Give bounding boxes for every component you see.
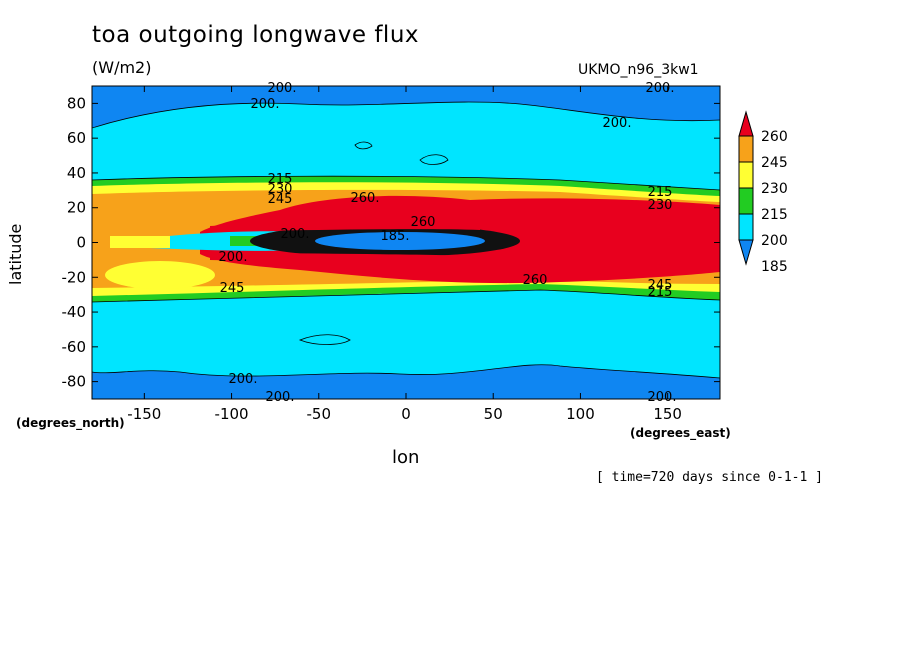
x-tick-label: 150 [653,405,682,423]
contour-label: 200. [229,372,258,387]
contour-label: 245 [648,278,673,293]
y-tick-label: -20 [62,268,87,286]
colorbar-label: 200 [761,233,788,249]
contour-label: 200. [266,390,295,405]
time-note: [ time=720 days since 0-1-1 ] [596,470,823,485]
yellow-blob [105,261,215,289]
colorbar-min-arrow [738,239,754,266]
colorbar-label: 260 [761,129,788,145]
colorbar-label: 230 [761,181,788,197]
equatorial-yellow [110,236,170,248]
colorbar-swatch [738,187,754,215]
model-label: UKMO_n96_3kw1 [578,62,699,78]
contour-label: 260 [411,215,436,230]
contour-label: 215 [268,172,293,187]
x-tick-label: 100 [566,405,595,423]
contour-label: 200. [281,227,310,242]
y-tick-label: 20 [67,199,86,217]
colorbar-swatch [738,161,754,189]
x-tick-label: 0 [401,405,411,423]
contour-label: 260 [523,273,548,288]
y-tick-label: -40 [62,303,87,321]
colorbar-swatch [738,213,754,241]
contour-label: 260. [351,191,380,206]
contour-label: 245 [268,192,293,207]
contour-lines [92,101,720,379]
contour-label: 215 [648,185,673,200]
contour-label: 230 [268,182,293,197]
contour-label: 185. [381,229,410,244]
y-tick-label: 80 [67,94,86,112]
deep-convection [315,232,485,250]
x-tick-label: -100 [215,405,249,423]
contour-label: 200. [219,250,248,265]
core-red-north [210,221,480,232]
contour-label: 200. [268,81,297,96]
y-tick-label: -80 [62,373,87,391]
colorbar-label: 215 [761,207,788,223]
contour-label: 200. [251,97,280,112]
y-tick-label: -60 [62,338,87,356]
y-tick-label: 60 [67,129,86,147]
colorbar-max-arrow [738,110,754,137]
contour-label: 230 [648,198,673,213]
x-tick-label: 50 [484,405,503,423]
x-tick-label: -150 [127,405,161,423]
chart-units: (W/m2) [92,58,152,77]
contour-label: 200. [603,116,632,131]
flux-field [92,86,720,399]
contour-label: 200. [646,81,675,96]
colorbar-swatch [738,135,754,163]
contour-label: 215 [648,285,673,300]
colorbar-label: 245 [761,155,788,171]
y-tick-label: 40 [67,164,86,182]
colorbar-label: 185 [761,259,788,275]
y-unit-label: (degrees_north) [16,416,125,430]
x-axis-label: lon [392,447,420,468]
contour-label: 245 [220,281,245,296]
contour-label: 200. [648,390,677,405]
x-unit-label: (degrees_east) [630,426,731,440]
core-red-south [210,252,480,262]
chart-title: toa outgoing longwave flux [92,22,420,48]
x-tick-label: -50 [307,405,332,423]
y-tick-label: 0 [76,234,86,252]
